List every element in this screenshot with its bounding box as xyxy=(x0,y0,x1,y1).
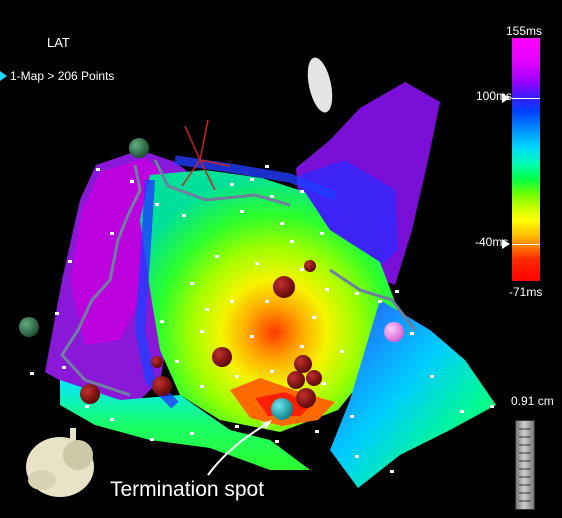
orientation-head-icon xyxy=(26,428,94,497)
map-selector[interactable]: 1-Map > 206 Points xyxy=(0,69,114,83)
catheter-reference-ellipse xyxy=(303,55,336,114)
scale-lower-label: -40ms xyxy=(475,235,508,249)
landmark-green-left xyxy=(19,317,39,337)
lat-color-scale xyxy=(512,38,540,281)
map-selector-label: 1-Map > 206 Points xyxy=(10,69,114,83)
scale-upper-tick xyxy=(512,98,540,99)
map-selector-arrow-icon xyxy=(0,71,7,81)
scale-min-label: -71ms xyxy=(509,285,542,299)
landmark-green-top xyxy=(129,138,149,158)
scale-upper-label: 100ms xyxy=(476,89,512,103)
ruler-icon xyxy=(515,420,535,510)
termination-spot-label: Termination spot xyxy=(110,478,264,502)
map-type-label: LAT xyxy=(47,35,70,50)
ruler-length-label: 0.91 cm xyxy=(511,394,554,408)
landmark-pink xyxy=(384,322,404,342)
scale-max-label: 155ms xyxy=(506,24,542,38)
termination-spot-marker xyxy=(271,398,293,420)
scale-lower-tick xyxy=(512,244,540,245)
